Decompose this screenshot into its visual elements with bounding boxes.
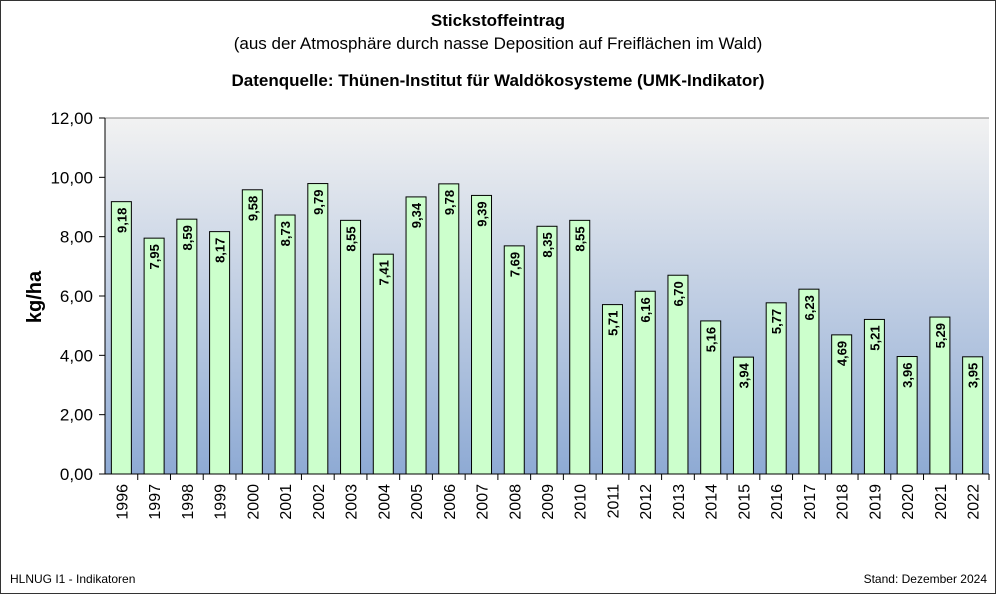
bar-2007 <box>471 194 493 475</box>
y-tick-label: 2,00 <box>60 406 93 425</box>
bar-2003 <box>340 219 362 475</box>
x-tick-label-2016: 2016 <box>769 484 786 520</box>
x-tick-label-2014: 2014 <box>704 484 721 520</box>
data-label-2014: 5,16 <box>704 327 719 352</box>
data-label-2017: 6,23 <box>802 295 817 320</box>
chart-subtitle: (aus der Atmosphäre durch nasse Depositi… <box>233 34 763 53</box>
bar-2008 <box>503 245 525 475</box>
data-label-2006: 9,78 <box>442 190 457 215</box>
x-tick-label-1999: 1999 <box>213 484 230 520</box>
data-label-2013: 6,70 <box>671 281 686 306</box>
bar-2019 <box>863 318 885 475</box>
bar-2013 <box>667 274 689 475</box>
bar-2004 <box>372 253 394 475</box>
x-tick-label-2009: 2009 <box>540 484 557 520</box>
footer-right: Stand: Dezember 2024 <box>863 572 987 586</box>
x-tick-label-2007: 2007 <box>475 484 492 520</box>
bar-2020 <box>896 356 918 475</box>
data-label-2001: 8,73 <box>278 221 293 246</box>
data-label-2022: 3,95 <box>966 363 981 388</box>
bar-2015 <box>732 356 754 475</box>
data-label-2019: 5,21 <box>867 325 882 350</box>
chart-title: Stickstoffeintrag <box>430 11 566 30</box>
y-tick-label: 6,00 <box>60 287 93 306</box>
bar-2005 <box>405 196 427 475</box>
data-label-2005: 9,34 <box>409 202 424 228</box>
data-label-2003: 8,55 <box>344 226 359 251</box>
bar-2006 <box>438 183 460 475</box>
x-tick-label-2019: 2019 <box>867 484 884 520</box>
bar-1997 <box>143 237 165 475</box>
bar-2016 <box>765 302 787 475</box>
x-tick-label-2011: 2011 <box>605 484 622 519</box>
x-tick-label-2001: 2001 <box>278 484 295 520</box>
y-axis-label: kg/ha <box>24 270 46 323</box>
data-label-2010: 8,55 <box>573 226 588 251</box>
x-tick-label-2005: 2005 <box>409 484 426 520</box>
bar-2001 <box>274 214 296 475</box>
data-label-1999: 8,17 <box>213 238 228 263</box>
y-tick-label: 12,00 <box>50 109 93 128</box>
data-label-2004: 7,41 <box>376 260 391 285</box>
bar-2002 <box>307 183 329 475</box>
x-tick-label-2012: 2012 <box>638 484 655 520</box>
x-tick-label-1997: 1997 <box>147 484 164 520</box>
bar-2009 <box>536 225 558 475</box>
y-tick-label: 10,00 <box>50 168 93 187</box>
x-tick-label-2018: 2018 <box>835 484 852 520</box>
bar-2021 <box>929 316 951 475</box>
bar-2011 <box>601 304 623 475</box>
x-tick-label-2004: 2004 <box>376 484 393 520</box>
bar-2017 <box>798 288 820 475</box>
x-tick-label-2008: 2008 <box>507 484 524 520</box>
y-tick-label: 8,00 <box>60 228 93 247</box>
x-tick-label-2015: 2015 <box>736 484 753 520</box>
x-tick-label-2002: 2002 <box>311 484 328 520</box>
x-tick-label-2017: 2017 <box>802 484 819 520</box>
data-label-2012: 6,16 <box>638 297 653 322</box>
data-label-2021: 5,29 <box>933 323 948 348</box>
data-label-2015: 3,94 <box>736 362 751 388</box>
bar-2014 <box>700 320 722 475</box>
bar-2000 <box>241 189 263 475</box>
data-label-2000: 9,58 <box>245 196 260 221</box>
data-source: Datenquelle: Thünen-Institut für Waldöko… <box>231 71 765 90</box>
bar-2010 <box>569 219 591 475</box>
x-tick-label-2022: 2022 <box>966 484 983 520</box>
bar-1998 <box>176 218 198 475</box>
x-tick-label-2013: 2013 <box>671 484 688 520</box>
x-tick-label-2000: 2000 <box>245 484 262 520</box>
y-tick-label: 0,00 <box>60 465 93 484</box>
data-label-2018: 4,69 <box>835 341 850 366</box>
x-tick-label-2020: 2020 <box>900 484 917 520</box>
x-tick-label-1998: 1998 <box>180 484 197 520</box>
data-label-1997: 7,95 <box>147 244 162 269</box>
data-label-2009: 8,35 <box>540 232 555 257</box>
data-label-2016: 5,77 <box>769 309 784 334</box>
x-tick-label-2003: 2003 <box>344 484 361 520</box>
bar-2018 <box>831 334 853 475</box>
x-tick-label-2021: 2021 <box>933 484 950 520</box>
data-label-1998: 8,59 <box>180 225 195 250</box>
footer-left: HLNUG I1 - Indikatoren <box>10 572 136 586</box>
data-label-2002: 9,79 <box>311 190 326 215</box>
bar-2022 <box>962 356 984 475</box>
bar-2012 <box>634 290 656 475</box>
x-tick-label-2010: 2010 <box>573 484 590 520</box>
bar-1996 <box>110 201 132 475</box>
data-label-2007: 9,39 <box>475 201 490 226</box>
x-tick-label-1996: 1996 <box>114 484 131 520</box>
data-label-2020: 3,96 <box>900 363 915 388</box>
data-label-1996: 9,18 <box>114 208 129 233</box>
data-label-2011: 5,71 <box>605 311 620 336</box>
data-label-2008: 7,69 <box>507 252 522 277</box>
y-tick-label: 4,00 <box>60 346 93 365</box>
bar-1999 <box>209 231 231 475</box>
x-tick-label-2006: 2006 <box>442 484 459 520</box>
